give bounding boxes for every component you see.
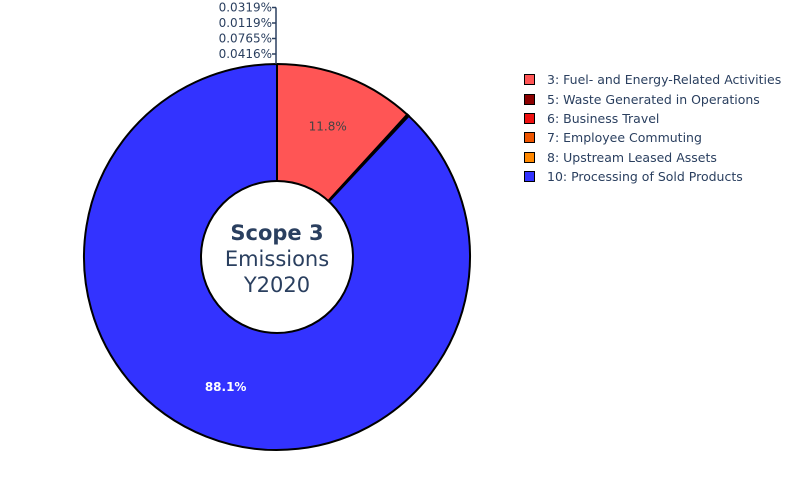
legend-label: 10: Processing of Sold Products (547, 169, 743, 185)
slice-label-5: 88.1% (205, 380, 247, 394)
legend-swatch (524, 151, 535, 163)
legend-item-fuel-energy[interactable]: 3: Fuel- and Energy-Related Activities (524, 70, 781, 89)
donut-hole (200, 180, 354, 334)
legend-label: 7: Employee Commuting (547, 130, 702, 146)
center-title: Scope 3 (230, 221, 323, 245)
legend-label: 3: Fuel- and Energy-Related Activities (547, 72, 782, 88)
legend-label: 8: Upstream Leased Assets (547, 149, 717, 165)
legend-swatch (524, 132, 535, 144)
slice-label-2: 0.0119% (219, 16, 272, 30)
legend-label: 6: Business Travel (547, 110, 660, 126)
legend: 3: Fuel- and Energy-Related Activities 5… (524, 70, 781, 186)
legend-swatch (524, 112, 535, 124)
legend-swatch (524, 74, 535, 86)
legend-item-waste[interactable]: 5: Waste Generated in Operations (524, 89, 781, 108)
slice-label-0: 11.8% (309, 119, 347, 133)
legend-item-processing-sold[interactable]: 10: Processing of Sold Products (524, 167, 781, 186)
legend-item-employee-commuting[interactable]: 7: Employee Commuting (524, 128, 781, 147)
legend-item-business-travel[interactable]: 6: Business Travel (524, 109, 781, 128)
legend-label: 5: Waste Generated in Operations (547, 91, 760, 107)
slice-label-3: 0.0765% (219, 32, 272, 46)
legend-item-upstream-leased[interactable]: 8: Upstream Leased Assets (524, 148, 781, 167)
slice-labels: 11.8% 88.1% 0.0319%0.0119% 0.0765%0.0416% (205, 1, 347, 395)
slice-label-4: 0.0416% (219, 47, 272, 61)
legend-swatch (524, 171, 535, 183)
slice-label-1: 0.0319% (219, 1, 272, 15)
legend-swatch (524, 93, 535, 105)
center-subtitle: Emissions (225, 247, 329, 271)
center-year: Y2020 (243, 273, 310, 297)
